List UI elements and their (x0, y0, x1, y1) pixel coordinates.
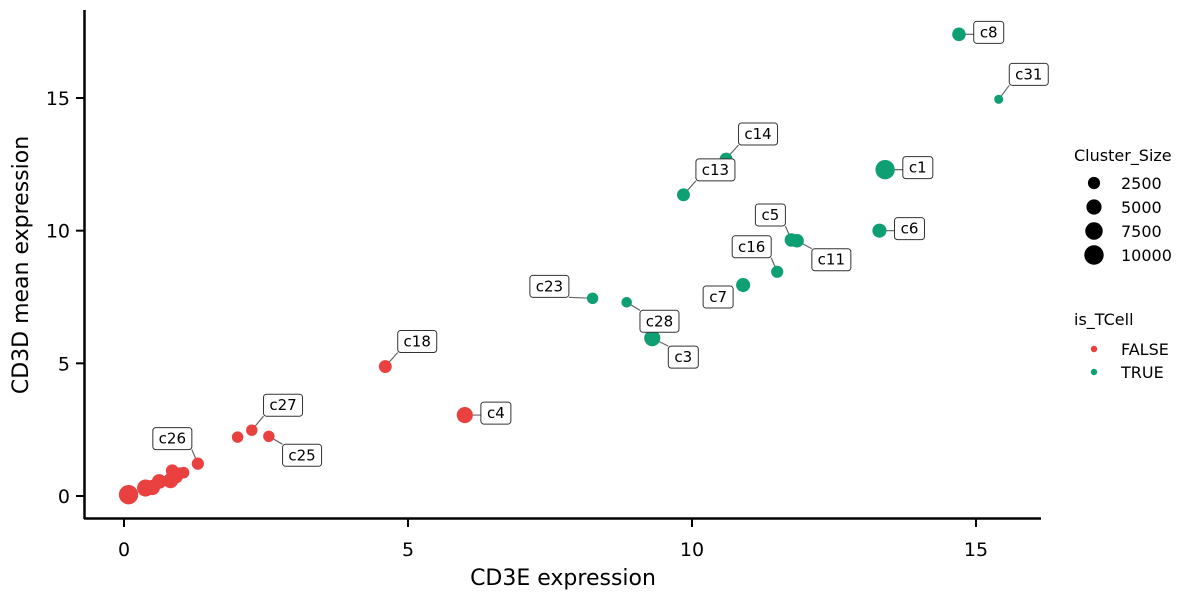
legend-size-label: 2500 (1121, 174, 1162, 193)
legend-size-key (1087, 176, 1101, 190)
point-label: c28 (646, 312, 673, 330)
point-label-box (702, 285, 734, 309)
data-point (952, 27, 966, 42)
legend-color-label: TRUE (1120, 363, 1164, 382)
data-point (621, 297, 632, 308)
point-label: c14 (744, 125, 771, 143)
data-point (263, 430, 275, 443)
point-label: c31 (1015, 65, 1042, 83)
data-point (177, 466, 190, 479)
data-point (875, 159, 895, 180)
data-point (246, 424, 258, 436)
data-point (872, 223, 887, 238)
point-label-box (397, 330, 438, 354)
data-point (456, 406, 473, 424)
point-label: c27 (269, 396, 296, 414)
y-tick-label: 0 (58, 486, 70, 508)
point-label-box (263, 393, 304, 417)
data-point (677, 188, 690, 202)
legend-size-key (1085, 222, 1103, 240)
legend-color-key (1090, 368, 1098, 376)
point-label-box (973, 20, 1005, 44)
point-label: c13 (702, 161, 729, 179)
data-point (378, 360, 392, 373)
point-label-box (282, 443, 323, 467)
point-label: c1 (909, 159, 927, 177)
point-label: c5 (762, 206, 780, 224)
legend: Cluster_Size is_TCell 2500 5000 7500 10000 F… (1074, 146, 1172, 382)
legend-color-key (1090, 345, 1098, 353)
leader-lines (191, 33, 1010, 464)
legend-size-title: Cluster_Size (1074, 146, 1172, 166)
y-axis-title: CD3D mean expression (9, 136, 34, 394)
point-label: c3 (674, 348, 692, 366)
data-point (790, 233, 804, 248)
data-point (191, 457, 204, 470)
point-label-box (738, 122, 779, 146)
point-label: c11 (818, 251, 845, 269)
point-label-box (529, 274, 570, 298)
legend-size-key (1084, 245, 1104, 265)
legend-size-key (1086, 199, 1102, 215)
x-axis-title: CD3E expression (470, 566, 656, 591)
point-label-box (152, 427, 193, 451)
data-point (994, 94, 1004, 104)
point-label-box (902, 156, 934, 180)
data-point (151, 474, 167, 489)
data-points (118, 27, 1004, 505)
axis-ticks: 0 5 10 15 0 5 10 15 (46, 88, 988, 561)
x-tick-label: 0 (118, 539, 130, 561)
legend-color-label: FALSE (1121, 340, 1169, 359)
legend-size-label: 10000 (1121, 246, 1172, 265)
point-label: c16 (738, 238, 765, 256)
data-point (586, 292, 599, 305)
legend-size-label: 5000 (1121, 198, 1162, 217)
y-tick-label: 15 (46, 88, 70, 110)
data-point (736, 278, 751, 293)
point-label: c26 (159, 430, 186, 448)
point-label-box (1008, 62, 1049, 86)
x-tick-label: 5 (402, 539, 414, 561)
data-point (771, 265, 784, 278)
point-label-box (667, 345, 699, 369)
point-label: c8 (980, 23, 998, 41)
point-label: c18 (404, 333, 431, 351)
point-label-box (811, 248, 852, 272)
data-point (118, 484, 139, 505)
point-label: c25 (288, 446, 315, 464)
y-tick-label: 10 (46, 221, 70, 243)
point-label: c23 (536, 277, 563, 295)
point-label-box (893, 217, 925, 241)
point-label-box (731, 235, 772, 259)
legend-size-label: 7500 (1121, 222, 1162, 241)
data-point (644, 330, 661, 347)
point-label: c7 (709, 288, 727, 306)
point-label-box (695, 158, 736, 182)
point-label: c6 (901, 220, 919, 238)
point-label: c4 (487, 404, 505, 422)
data-point (231, 431, 244, 443)
point-label-box (639, 309, 680, 333)
point-label-box (754, 203, 786, 227)
x-tick-label: 10 (680, 539, 704, 561)
x-tick-label: 15 (964, 539, 988, 561)
point-label-box (480, 401, 512, 425)
legend-color-title: is_TCell (1074, 310, 1134, 330)
y-tick-label: 5 (58, 353, 70, 375)
